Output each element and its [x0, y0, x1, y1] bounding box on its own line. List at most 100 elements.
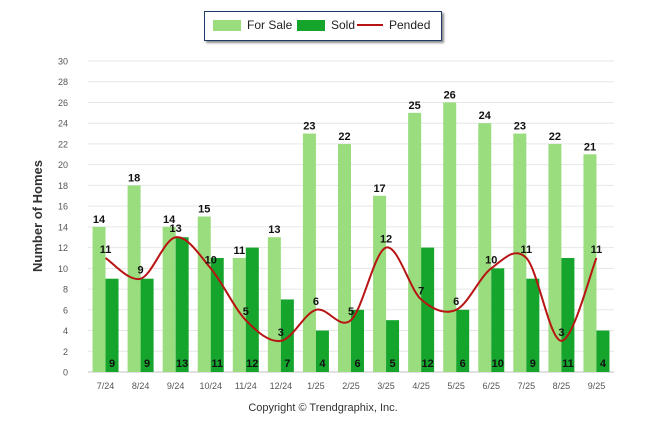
pended-line [104, 236, 598, 343]
y-tick-label: 6 [63, 305, 68, 315]
x-tick-label: 7/25 [518, 381, 536, 391]
for-sale-value-label: 14 [163, 214, 176, 226]
x-tick-label: 3/25 [377, 381, 395, 391]
sold-swatch-icon [297, 19, 325, 31]
for-sale-value-label: 26 [444, 89, 456, 101]
y-tick-label: 2 [63, 347, 68, 357]
sold-bar [491, 268, 505, 372]
y-tick-label: 12 [58, 243, 68, 253]
x-tick-label: 5/25 [447, 381, 465, 391]
pended-value-label: 11 [100, 244, 112, 256]
for-sale-bar [232, 257, 246, 372]
sold-bar [245, 247, 259, 372]
legend-item-for-sale[interactable]: For Sale [213, 18, 292, 32]
bars [92, 102, 610, 372]
x-tick-label: 8/24 [132, 381, 150, 391]
x-tick-label: 2/25 [342, 381, 360, 391]
x-tick-label: 8/25 [553, 381, 571, 391]
for-sale-bar [478, 123, 492, 372]
legend-item-sold[interactable]: Sold [297, 18, 355, 32]
sold-bar [280, 299, 294, 372]
pended-series-line [104, 236, 598, 343]
x-tick-label: 11/24 [235, 381, 257, 391]
y-tick-label: 20 [58, 160, 68, 170]
for-sale-bar [162, 226, 176, 372]
y-tick-label: 28 [58, 77, 68, 87]
sold-value-label: 9 [109, 358, 115, 370]
sold-bar [456, 309, 470, 372]
y-tick-label: 0 [63, 368, 68, 378]
legend: For Sale Sold Pended [204, 11, 442, 41]
sold-value-label: 4 [319, 358, 326, 370]
pended-value-label: 6 [313, 296, 319, 308]
x-tick-label: 6/25 [483, 381, 501, 391]
sold-value-label: 10 [492, 358, 504, 370]
sold-bar [315, 330, 329, 372]
y-tick-label: 24 [58, 119, 68, 129]
for-sale-bar [302, 133, 316, 372]
for-sale-bar [267, 237, 281, 372]
for-sale-bar [197, 216, 211, 372]
legend-item-pended[interactable]: Pended [357, 18, 430, 32]
sold-bar [596, 330, 610, 372]
sold-bar [526, 278, 540, 372]
sold-value-label: 12 [422, 358, 434, 370]
for-sale-swatch-icon [213, 19, 241, 31]
y-tick-label: 22 [58, 139, 68, 149]
for-sale-value-label: 15 [198, 204, 210, 216]
sold-bar [561, 257, 575, 372]
x-tick-label: 12/24 [270, 381, 293, 391]
data-labels: 14 18 14 15 11 13 23 22 17 25 26 24 23 22 21 9 9 13 11 12 7 4… [93, 89, 607, 370]
for-sale-value-label: 18 [128, 172, 140, 184]
pended-value-label: 6 [453, 296, 459, 308]
y-tick-label: 4 [63, 326, 68, 336]
for-sale-bar [373, 195, 387, 372]
sold-value-label: 5 [390, 358, 396, 370]
sold-bar [386, 320, 400, 372]
for-sale-bar [92, 226, 106, 372]
copyright-text: Copyright © Trendgraphix, Inc. [0, 402, 646, 414]
y-tick-label: 18 [58, 181, 68, 191]
copyright-label: Copyright © Trendgraphix, Inc. [248, 402, 398, 414]
sold-value-label: 4 [600, 358, 607, 370]
for-sale-bar [443, 102, 457, 372]
sold-bar [175, 237, 189, 372]
sold-bar [140, 278, 154, 372]
x-axis: 7/24 8/24 9/24 10/24 11/24 12/24 1/25 2/25 3/25 4… [97, 381, 605, 391]
pended-value-label: 12 [380, 234, 392, 246]
sold-value-label: 9 [144, 358, 150, 370]
y-tick-label: 10 [58, 264, 68, 274]
for-sale-value-label: 21 [584, 141, 596, 153]
sold-value-label: 9 [530, 358, 536, 370]
sold-bar [421, 247, 435, 372]
for-sale-value-label: 17 [373, 183, 385, 195]
for-sale-bar [338, 143, 351, 372]
legend-label-sold: Sold [331, 18, 356, 32]
sold-value-label: 13 [176, 358, 188, 370]
pended-value-label: 9 [138, 265, 144, 277]
pended-value-label: 11 [521, 244, 533, 256]
for-sale-value-label: 25 [409, 100, 421, 112]
for-sale-value-label: 24 [479, 110, 492, 122]
legend-label-pended: Pended [389, 18, 431, 32]
sold-bar [210, 257, 224, 372]
y-axis-title: Number of Homes [30, 160, 45, 272]
x-tick-label: 7/24 [97, 381, 115, 391]
for-sale-value-label: 23 [303, 121, 315, 133]
sold-bar [351, 309, 364, 372]
for-sale-value-label: 11 [233, 245, 245, 257]
y-tick-label: 16 [58, 202, 68, 212]
y-tick-label: 26 [58, 98, 68, 108]
pended-value-label: 3 [278, 327, 284, 339]
sold-value-label: 11 [562, 358, 574, 370]
for-sale-value-label: 22 [549, 131, 561, 143]
legend-label-for-sale: For Sale [247, 18, 293, 32]
sold-bar [105, 278, 119, 372]
pended-value-label: 3 [558, 327, 564, 339]
for-sale-value-label: 23 [514, 121, 526, 133]
sold-value-label: 11 [211, 358, 223, 370]
x-tick-label: 9/24 [167, 381, 185, 391]
for-sale-value-label: 13 [268, 224, 280, 236]
